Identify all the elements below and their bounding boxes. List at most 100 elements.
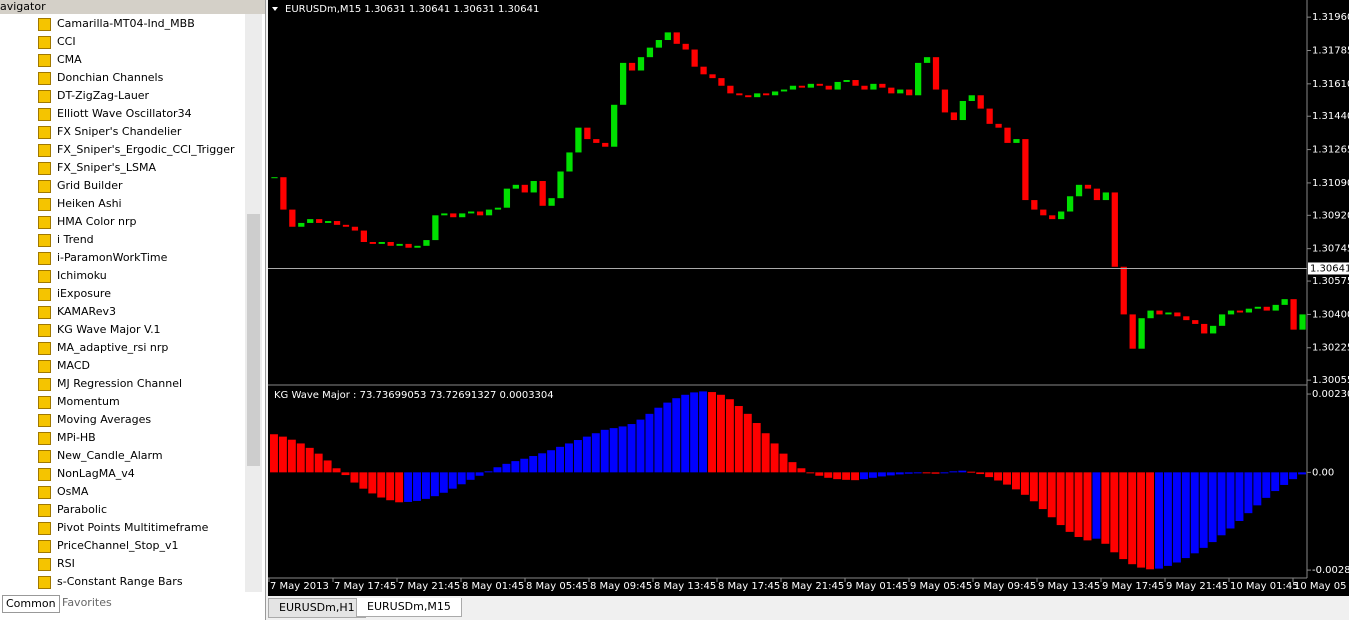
candle	[539, 181, 546, 206]
scroll-thumb[interactable]	[247, 214, 260, 466]
indicator-item[interactable]: New_Candle_Alarm	[38, 447, 163, 465]
candle	[387, 241, 394, 246]
histogram-bar	[788, 462, 797, 473]
indicator-item[interactable]: MACD	[38, 357, 90, 375]
candle	[566, 152, 573, 172]
time-label: 7 May 2013	[270, 581, 329, 592]
indicator-name: i Trend	[57, 233, 94, 246]
candle	[307, 219, 314, 223]
indicator-icon	[38, 71, 51, 85]
histogram-bar	[475, 472, 484, 476]
indicator-item[interactable]: Momentum	[38, 393, 120, 411]
histogram-bar	[547, 450, 556, 473]
indicator-item[interactable]: HMA Color nrp	[38, 213, 136, 231]
indicator-icon	[38, 161, 51, 175]
indicator-item[interactable]: i Trend	[38, 231, 94, 249]
candle	[1093, 188, 1101, 201]
chart-title: EURUSDm,M15 1.30631 1.30641 1.30631 1.30…	[285, 4, 539, 15]
scrollbar[interactable]	[245, 14, 262, 592]
y-tick-label: 1.30920	[1312, 210, 1349, 221]
histogram-bar	[681, 394, 690, 473]
indicator-item[interactable]: FX Sniper's Chandelier	[38, 123, 181, 141]
indicator-item[interactable]: Elliott Wave Oscillator34	[38, 105, 192, 123]
histogram-bar	[413, 472, 421, 501]
indicator-item[interactable]: NonLagMA_v4	[38, 465, 135, 483]
indicator-item[interactable]: MA_adaptive_rsi nrp	[38, 339, 168, 357]
indicator-icon	[38, 377, 51, 391]
histogram-bar	[797, 468, 806, 473]
indicator-item[interactable]: DT-ZigZag-Lauer	[38, 87, 149, 105]
indicator-item[interactable]: PriceChannel_Stop_v1	[38, 537, 179, 555]
indicator-item[interactable]: i-ParamonWorkTime	[38, 249, 167, 267]
chart-tab-active[interactable]: EURUSDm,M15	[356, 598, 462, 617]
histogram-bar	[565, 443, 573, 473]
indicator-item[interactable]: RSI	[38, 555, 75, 573]
histogram-bar	[1298, 472, 1306, 475]
histogram-bar	[1047, 472, 1056, 518]
histogram-bar	[368, 472, 377, 494]
indicator-item[interactable]: CCI	[38, 33, 76, 51]
candle	[521, 184, 528, 193]
indicator-item[interactable]: iExposure	[38, 285, 111, 303]
indicator-item[interactable]: Moving Averages	[38, 411, 151, 429]
indicator-icon	[38, 287, 51, 301]
candle	[1022, 139, 1029, 201]
indicator-item[interactable]: s-Constant Range Bars	[38, 573, 183, 591]
histogram-bar	[350, 472, 359, 483]
candle	[861, 85, 868, 90]
time-label: 8 May 05:45	[526, 581, 588, 592]
tab-favorites[interactable]: Favorites	[62, 596, 112, 609]
indicator-icon	[38, 215, 51, 229]
indicator-item[interactable]: CMA	[38, 51, 82, 69]
indicator-name: MACD	[57, 359, 90, 372]
histogram-bar	[395, 472, 404, 503]
indicator-item[interactable]: Heiken Ashi	[38, 195, 122, 213]
candle	[798, 85, 806, 88]
histogram-bar	[877, 472, 886, 477]
histogram-bar	[1262, 472, 1271, 498]
indicator-icon	[38, 179, 51, 193]
candle	[432, 215, 439, 241]
tab-common[interactable]: Common	[2, 595, 60, 613]
indicator-item[interactable]: FX_Sniper's_Ergodic_CCI_Trigger	[38, 141, 235, 159]
chart-tab[interactable]: EURUSDm,H1	[268, 598, 366, 618]
candle	[1210, 325, 1217, 334]
indicator-item[interactable]: MJ Regression Channel	[38, 375, 182, 393]
candle	[950, 112, 958, 121]
time-label: 7 May 17:45	[334, 581, 396, 592]
indicator-name: NonLagMA_v4	[57, 467, 135, 480]
candle	[1218, 314, 1226, 326]
y-tick-label: 1.31090	[1312, 178, 1349, 189]
chart: EURUSDm,M15 1.30631 1.30641 1.30631 1.30…	[268, 0, 1349, 596]
indicator-item[interactable]: Pivot Points Multitimeframe	[38, 519, 208, 537]
indicator-name: DT-ZigZag-Lauer	[57, 89, 150, 102]
time-label: 9 May 05:45	[910, 581, 972, 592]
histogram-bar	[421, 472, 430, 499]
candle	[914, 62, 922, 96]
indicator-name: OsMA	[57, 485, 89, 498]
candle	[888, 87, 895, 94]
candle	[932, 57, 940, 90]
histogram-bar	[287, 439, 296, 473]
indicator-item[interactable]: OsMA	[38, 483, 88, 501]
indicator-item[interactable]: Parabolic	[38, 501, 107, 519]
indicator-item[interactable]: Donchian Channels	[38, 69, 163, 87]
histogram-bar	[323, 460, 332, 473]
candle	[369, 241, 376, 244]
indicator-item[interactable]: FX_Sniper's_LSMA	[38, 159, 156, 177]
candle	[825, 85, 832, 90]
indicator-item[interactable]: Grid Builder	[38, 177, 122, 195]
y-tick-label: 0.00	[1312, 467, 1334, 478]
indicator-item[interactable]: MPi-HB	[38, 429, 96, 447]
indicator-item[interactable]: Camarilla-MT04-Ind_MBB	[38, 15, 195, 33]
histogram-bar	[448, 472, 457, 489]
candle	[360, 230, 367, 242]
indicator-item[interactable]: KAMARev3	[38, 303, 116, 321]
histogram-bar	[895, 472, 904, 475]
histogram-bar	[770, 443, 779, 473]
indicator-item[interactable]: Ichimoku	[38, 267, 107, 285]
indicator-item[interactable]: KG Wave Major V.1	[38, 321, 161, 339]
histogram-bar	[529, 456, 538, 473]
indicator-name: Momentum	[57, 395, 120, 408]
